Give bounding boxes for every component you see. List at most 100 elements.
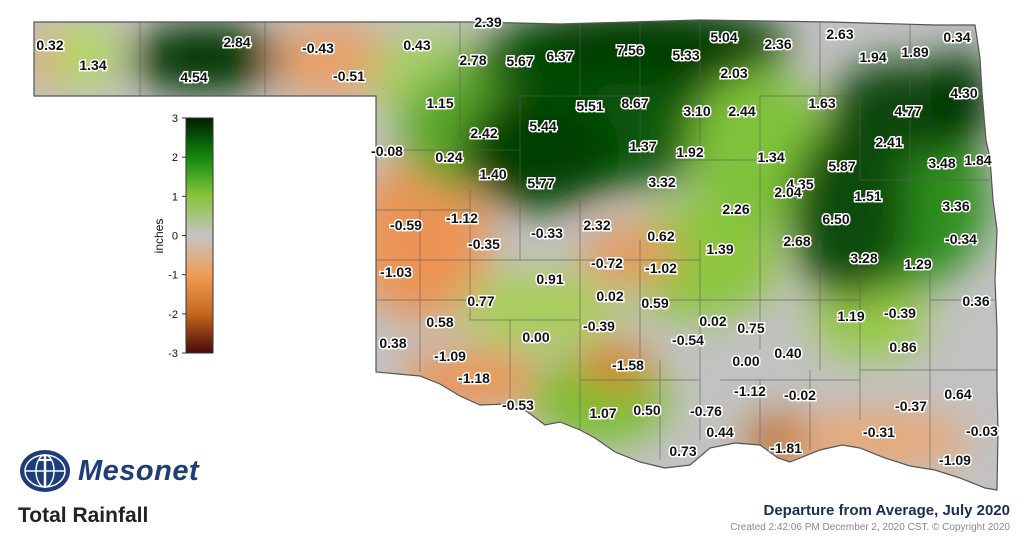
station-value: 0.00 — [732, 353, 759, 369]
station-value: -0.39 — [583, 318, 615, 334]
station-value: -0.37 — [895, 398, 927, 414]
station-value: 3.28 — [850, 250, 877, 266]
station-value: 0.36 — [962, 293, 989, 309]
station-value: 0.91 — [536, 271, 563, 287]
station-value: 8.67 — [621, 95, 648, 111]
station-value: -1.02 — [645, 260, 677, 276]
station-value: -1.09 — [939, 452, 971, 468]
station-value: 0.64 — [944, 386, 971, 402]
station-value: 6.37 — [546, 48, 573, 64]
color-legend: 3 2 1 0 -1 -2 -3 inches — [152, 113, 214, 360]
station-value: -0.34 — [945, 231, 977, 247]
station-value: 3.36 — [942, 198, 969, 214]
station-value: -0.51 — [333, 68, 365, 84]
station-value: -0.72 — [591, 255, 623, 271]
station-value: 1.84 — [964, 152, 991, 168]
station-value: 3.32 — [648, 174, 675, 190]
station-value: 2.42 — [470, 125, 497, 141]
station-value: 5.04 — [710, 29, 737, 45]
station-value: 2.84 — [223, 34, 250, 50]
station-value: 2.36 — [764, 36, 791, 52]
station-value: 1.19 — [837, 308, 864, 324]
map-title: Departure from Average, July 2020 — [763, 502, 1011, 519]
station-value: -0.76 — [690, 403, 722, 419]
station-value: -1.81 — [770, 440, 802, 456]
station-value: 2.63 — [826, 26, 853, 42]
station-value: 1.29 — [904, 256, 931, 272]
station-value: -1.18 — [458, 370, 490, 386]
station-value: 0.73 — [669, 443, 696, 459]
station-values: 0.32 1.34 2.84 4.54 -0.43 -0.51 2.39 0.43 2.78 5.… — [35, 13, 1000, 470]
station-value: 3.10 — [683, 103, 710, 119]
station-value: 0.86 — [889, 339, 916, 355]
station-value: 1.37 — [629, 138, 656, 154]
station-value: 0.62 — [647, 228, 674, 244]
legend-tick-label: 3 — [172, 113, 178, 125]
station-value: 1.07 — [589, 405, 616, 421]
station-value: 1.92 — [676, 144, 703, 160]
legend-title: inches — [152, 219, 166, 254]
station-value: 0.50 — [633, 402, 660, 418]
product-name: Total Rainfall — [18, 504, 149, 527]
station-value: 2.03 — [720, 65, 747, 81]
legend-tick-label: 2 — [172, 152, 178, 164]
station-value: -1.09 — [434, 348, 466, 364]
station-value: -0.33 — [531, 225, 563, 241]
station-value: 2.41 — [875, 134, 902, 150]
county-boundaries — [139, 22, 997, 470]
station-value: 0.02 — [699, 313, 726, 329]
station-value: 2.39 — [474, 14, 501, 30]
station-value: 5.44 — [529, 118, 556, 134]
station-value: -1.12 — [446, 210, 478, 226]
station-value: 0.40 — [774, 345, 801, 361]
station-value: 0.34 — [943, 29, 970, 45]
station-value: -0.02 — [784, 387, 816, 403]
legend-tick-label: 0 — [172, 231, 178, 243]
station-value: 5.33 — [672, 47, 699, 63]
legend-tick-label: 1 — [172, 191, 178, 203]
station-value: 2.68 — [783, 233, 810, 249]
station-value: 1.39 — [706, 241, 733, 257]
station-value: 0.44 — [706, 424, 733, 440]
brand-name: Mesonet — [78, 454, 200, 487]
station-value: 4.30 — [950, 85, 977, 101]
credit-line: Created 2:42:06 PM December 2, 2020 CST.… — [730, 522, 1010, 533]
station-value: -0.59 — [390, 217, 422, 233]
station-value: -1.03 — [380, 264, 412, 280]
station-value: 0.24 — [435, 149, 462, 165]
station-value: 0.38 — [379, 335, 406, 351]
station-value: -0.39 — [884, 305, 916, 321]
station-value: -0.31 — [863, 424, 895, 440]
legend-tick-label: -1 — [168, 270, 178, 282]
station-value: 2.32 — [583, 217, 610, 233]
legend-colorbar — [185, 117, 214, 354]
station-value: 1.34 — [757, 149, 784, 165]
station-value: 1.63 — [808, 95, 835, 111]
station-value: 7.56 — [616, 42, 643, 58]
station-value: 4.54 — [180, 69, 207, 85]
station-value: 0.58 — [426, 314, 453, 330]
station-value: 5.67 — [506, 53, 533, 69]
legend-tick-label: -3 — [168, 348, 178, 360]
station-value: 1.34 — [79, 57, 106, 73]
station-value: 1.94 — [859, 49, 886, 65]
station-value: 0.77 — [467, 293, 494, 309]
station-value: 2.26 — [722, 201, 749, 217]
station-value: 0.00 — [522, 329, 549, 345]
station-value: 5.77 — [527, 175, 554, 191]
station-value: -0.35 — [468, 236, 500, 252]
station-value: -1.12 — [734, 383, 766, 399]
station-value: 2.04 — [774, 184, 801, 200]
station-value: -0.08 — [371, 143, 403, 159]
legend-tick-label: -2 — [168, 309, 178, 321]
station-value: -0.43 — [302, 40, 334, 56]
station-value: 1.89 — [901, 44, 928, 60]
station-value: -0.03 — [966, 423, 998, 439]
station-value: 2.44 — [728, 103, 755, 119]
station-value: 0.43 — [403, 37, 430, 53]
station-value: 6.50 — [822, 211, 849, 227]
station-value: 0.75 — [737, 320, 764, 336]
station-value: 3.48 — [928, 155, 955, 171]
